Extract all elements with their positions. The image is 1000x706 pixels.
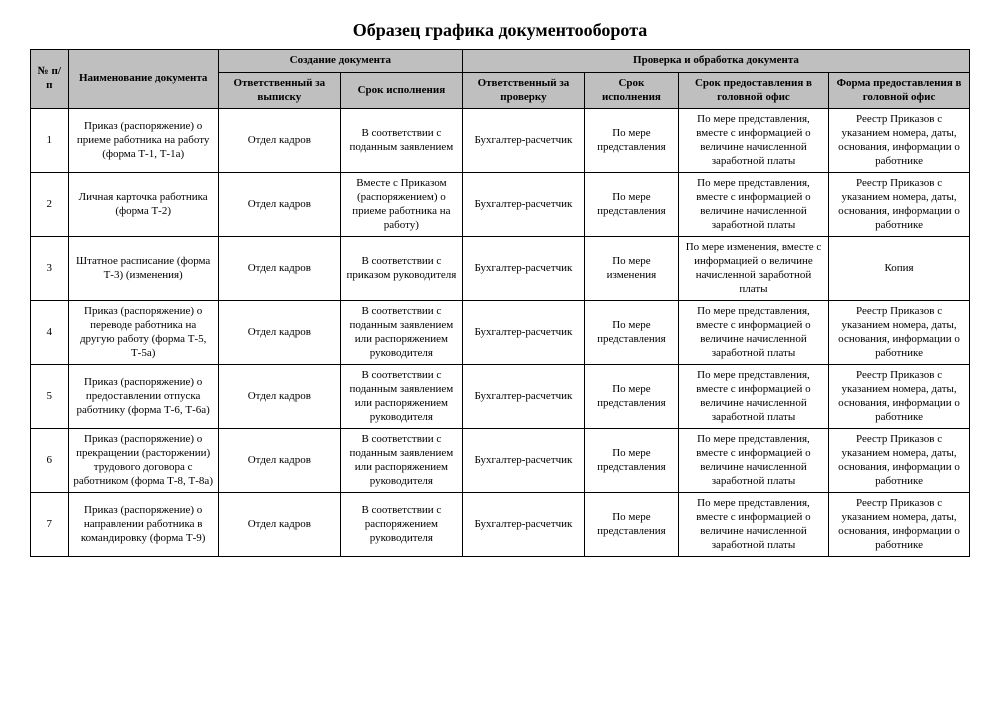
cell-num: 3 (31, 237, 69, 301)
cell-num: 2 (31, 173, 69, 237)
cell-term_issue: Вместе с Приказом (распоряжением) о прие… (340, 173, 462, 237)
cell-num: 1 (31, 109, 69, 173)
cell-term_ho: По мере представления, вместе с информац… (678, 365, 828, 429)
cell-resp_check: Бухгалтер-расчетчик (462, 493, 584, 557)
cell-num: 4 (31, 301, 69, 365)
table-row: 1Приказ (распоряжение) о приеме работник… (31, 109, 970, 173)
cell-form_ho: Копия (829, 237, 970, 301)
cell-term_issue: В соответствии с поданным заявлением или… (340, 301, 462, 365)
cell-term_ho: По мере представления, вместе с информац… (678, 109, 828, 173)
cell-term_ho: По мере представления, вместе с информац… (678, 173, 828, 237)
table-row: 4Приказ (распоряжение) о переводе работн… (31, 301, 970, 365)
cell-term_check: По мере представления (584, 429, 678, 493)
col-header-group-check: Проверка и обработка документа (462, 50, 969, 73)
cell-name: Приказ (распоряжение) о прекращении (рас… (68, 429, 218, 493)
table-row: 2Личная карточка работника (форма Т-2)От… (31, 173, 970, 237)
table-row: 5Приказ (распоряжение) о предоставлении … (31, 365, 970, 429)
cell-term_ho: По мере изменения, вместе с информацией … (678, 237, 828, 301)
col-header-resp-issue: Ответственный за выписку (218, 72, 340, 109)
col-header-resp-check: Ответственный за проверку (462, 72, 584, 109)
document-flow-table: № п/п Наименование документа Создание до… (30, 49, 970, 557)
col-header-group-create: Создание документа (218, 50, 462, 73)
cell-term_ho: По мере представления, вместе с информац… (678, 429, 828, 493)
cell-resp_issue: Отдел кадров (218, 237, 340, 301)
cell-resp_issue: Отдел кадров (218, 173, 340, 237)
cell-resp_issue: Отдел кадров (218, 301, 340, 365)
cell-term_check: По мере представления (584, 493, 678, 557)
cell-resp_check: Бухгалтер-расчетчик (462, 301, 584, 365)
cell-term_ho: По мере представления, вместе с информац… (678, 301, 828, 365)
table-row: 7Приказ (распоряжение) о направлении раб… (31, 493, 970, 557)
cell-form_ho: Реестр Приказов с указанием номера, даты… (829, 365, 970, 429)
cell-resp_issue: Отдел кадров (218, 429, 340, 493)
cell-form_ho: Реестр Приказов с указанием номера, даты… (829, 493, 970, 557)
page-title: Образец графика документооборота (30, 20, 970, 41)
cell-term_check: По мере изменения (584, 237, 678, 301)
cell-resp_check: Бухгалтер-расчетчик (462, 365, 584, 429)
col-header-term-issue: Срок исполнения (340, 72, 462, 109)
cell-term_ho: По мере представления, вместе с информац… (678, 493, 828, 557)
col-header-name: Наименование документа (68, 50, 218, 109)
cell-term_issue: В соответствии с поданным заявлением или… (340, 365, 462, 429)
table-row: 6Приказ (распоряжение) о прекращении (ра… (31, 429, 970, 493)
col-header-term-ho: Срок предоставления в головной офис (678, 72, 828, 109)
cell-resp_issue: Отдел кадров (218, 109, 340, 173)
cell-term_issue: В соответствии с приказом руководителя (340, 237, 462, 301)
cell-num: 5 (31, 365, 69, 429)
cell-term_issue: В соответствии с поданным заявлением (340, 109, 462, 173)
cell-term_check: По мере представления (584, 301, 678, 365)
cell-term_check: По мере представления (584, 109, 678, 173)
cell-form_ho: Реестр Приказов с указанием номера, даты… (829, 429, 970, 493)
col-header-term-check: Срок исполнения (584, 72, 678, 109)
col-header-form-ho: Форма предоставления в головной офис (829, 72, 970, 109)
cell-term_check: По мере представления (584, 173, 678, 237)
table-row: 3Штатное расписание (форма Т-3) (изменен… (31, 237, 970, 301)
cell-form_ho: Реестр Приказов с указанием номера, даты… (829, 173, 970, 237)
cell-resp_issue: Отдел кадров (218, 493, 340, 557)
cell-name: Приказ (распоряжение) о приеме работника… (68, 109, 218, 173)
cell-name: Приказ (распоряжение) о переводе работни… (68, 301, 218, 365)
cell-name: Штатное расписание (форма Т-3) (изменени… (68, 237, 218, 301)
cell-name: Приказ (распоряжение) о направлении рабо… (68, 493, 218, 557)
cell-resp_check: Бухгалтер-расчетчик (462, 173, 584, 237)
cell-name: Приказ (распоряжение) о предоставлении о… (68, 365, 218, 429)
cell-resp_check: Бухгалтер-расчетчик (462, 109, 584, 173)
cell-form_ho: Реестр Приказов с указанием номера, даты… (829, 301, 970, 365)
cell-term_issue: В соответствии с поданным заявлением или… (340, 429, 462, 493)
cell-resp_check: Бухгалтер-расчетчик (462, 429, 584, 493)
cell-term_issue: В соответствии с распоряжением руководит… (340, 493, 462, 557)
cell-num: 6 (31, 429, 69, 493)
cell-form_ho: Реестр Приказов с указанием номера, даты… (829, 109, 970, 173)
cell-num: 7 (31, 493, 69, 557)
header-row-1: № п/п Наименование документа Создание до… (31, 50, 970, 73)
col-header-num: № п/п (31, 50, 69, 109)
cell-resp_issue: Отдел кадров (218, 365, 340, 429)
cell-resp_check: Бухгалтер-расчетчик (462, 237, 584, 301)
cell-name: Личная карточка работника (форма Т-2) (68, 173, 218, 237)
cell-term_check: По мере представления (584, 365, 678, 429)
